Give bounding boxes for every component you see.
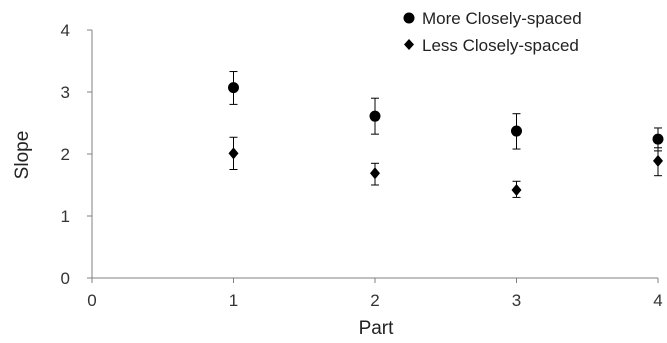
x-axis-title: Part [359,318,395,339]
legend-marker-diamond [404,39,414,50]
x-tick-label: 2 [370,291,379,310]
data-point-circle [511,125,522,137]
data-point-diamond [228,147,239,160]
error-bars [229,71,662,198]
data-point-diamond [511,183,522,196]
legend: More Closely-spaced Less Closely-spaced [403,9,582,55]
x-tick-label: 0 [87,291,96,310]
data-point-diamond [653,154,663,167]
data-markers [228,82,664,196]
data-point-diamond [370,167,380,180]
y-axis-title: Slope [12,131,33,180]
y-tick-label: 4 [61,21,70,40]
legend-label-more-closely-spaced: More Closely-spaced [422,9,582,28]
x-tick-label: 4 [653,291,662,310]
axes [91,30,658,279]
y-tick-label: 1 [61,207,70,226]
data-point-circle [228,82,239,94]
legend-label-less-closely-spaced: Less Closely-spaced [422,36,579,55]
data-point-circle [652,133,664,145]
y-tick-label: 2 [61,145,70,164]
x-axis-ticks: 0 1 2 3 4 [87,278,663,310]
legend-marker-circle [403,12,415,24]
data-point-circle [369,110,381,122]
y-tick-label: 0 [61,269,70,288]
x-tick-label: 1 [229,291,238,310]
x-tick-label: 3 [512,291,521,310]
y-tick-label: 3 [61,83,70,102]
y-axis-ticks: 0 1 2 3 4 [61,21,92,288]
